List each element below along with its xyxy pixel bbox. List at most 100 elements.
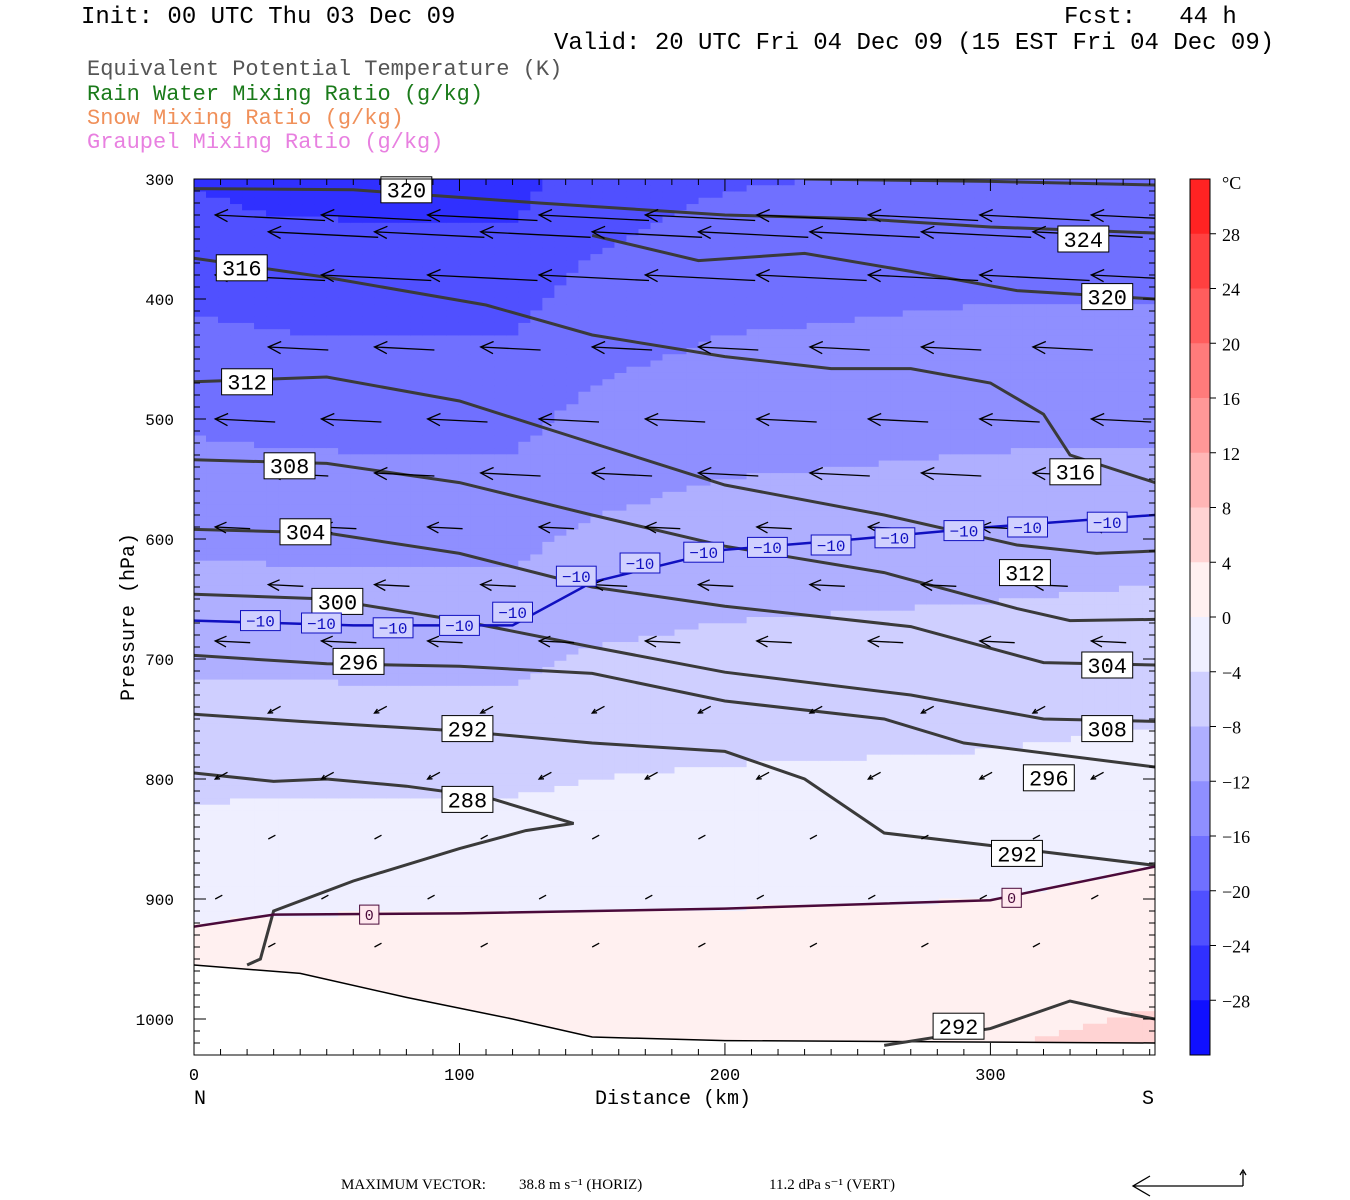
temperature-cell (554, 904, 567, 912)
temperature-cell (530, 510, 543, 518)
temperature-cell (506, 929, 519, 937)
temperature-cell (506, 372, 519, 380)
temperature-cell (230, 204, 243, 211)
temperature-cell (614, 541, 628, 549)
temperature-cell (578, 735, 592, 743)
temperature-cell (278, 804, 291, 812)
temperature-cell (518, 191, 531, 199)
temperature-cell (266, 642, 279, 649)
temperature-cell (194, 892, 207, 900)
temperature-cell (542, 792, 555, 800)
temperature-cell (482, 391, 495, 399)
temperature-cell (578, 498, 592, 505)
temperature-cell (434, 892, 447, 900)
temperature-cell (326, 179, 339, 186)
temperature-cell (518, 936, 531, 943)
temperature-cell (602, 729, 616, 737)
temperature-cell (194, 635, 207, 643)
temperature-cell (458, 936, 471, 943)
temperature-cell (554, 235, 567, 243)
temperature-cell (518, 685, 531, 693)
temperature-cell (590, 322, 604, 330)
temperature-cell (518, 660, 531, 668)
temperature-cell (530, 222, 543, 230)
temperature-cell (578, 917, 592, 925)
temperature-cell (518, 510, 531, 518)
temperature-cell (278, 235, 291, 243)
temperature-cell (398, 454, 411, 462)
temperature-cell (386, 710, 399, 718)
temperature-cell (374, 642, 387, 649)
temperature-cell (194, 191, 207, 199)
temperature-cell (362, 948, 375, 956)
temperature-cell (494, 654, 507, 662)
temperature-cell (278, 948, 291, 956)
temperature-cell (302, 667, 315, 674)
temperature-cell (398, 254, 411, 261)
temperature-cell (566, 466, 579, 474)
temperature-cell (446, 879, 459, 887)
temperature-cell (614, 673, 628, 681)
temperature-cell (254, 448, 267, 455)
temperature-cell (578, 660, 592, 668)
temperature-cell (566, 710, 579, 718)
temperature-cell (506, 460, 519, 468)
temperature-cell (326, 254, 339, 261)
temperature-cell (362, 742, 375, 749)
temperature-cell (350, 285, 363, 293)
temperature-cell (266, 398, 279, 405)
temperature-cell (530, 598, 543, 606)
temperature-cell (590, 485, 604, 493)
temperature-cell (338, 629, 351, 637)
temperature-cell (494, 316, 507, 324)
temperature-cell (242, 222, 255, 230)
temperature-cell (518, 360, 531, 368)
temperature-cell (566, 735, 579, 743)
temperature-cell (362, 372, 375, 380)
temperature-cell (410, 760, 423, 768)
temperature-cell (362, 291, 375, 299)
temperature-cell (422, 366, 435, 374)
temperature-cell (362, 804, 375, 812)
temperature-cell (254, 961, 267, 968)
temperature-cell (554, 873, 567, 881)
temperature-cell (482, 416, 495, 424)
temperature-cell (482, 322, 495, 330)
temperature-cell (542, 372, 555, 380)
temperature-cell (206, 235, 219, 243)
temperature-cell (482, 967, 495, 975)
temperature-cell (446, 385, 459, 393)
temperature-cell (542, 717, 555, 724)
temperature-cell (398, 341, 411, 349)
temperature-cell (410, 773, 423, 781)
temperature-cell (350, 961, 363, 968)
temperature-cell (530, 929, 543, 937)
temperature-cell (230, 942, 243, 950)
temperature-cell (566, 435, 579, 443)
temperature-cell (314, 698, 327, 706)
temperature-cell (206, 904, 219, 912)
temperature-cell (494, 904, 507, 912)
temperature-cell (542, 742, 555, 749)
temperature-cell (230, 197, 243, 205)
temperature-cell (446, 210, 459, 218)
temperature-cell (422, 423, 435, 430)
temperature-cell (590, 742, 604, 749)
temperature-cell (374, 266, 387, 274)
temperature-cell (470, 341, 483, 349)
temperature-cell (290, 479, 303, 487)
temperature-cell (374, 254, 387, 261)
temperature-cell (494, 842, 507, 850)
temperature-cell (602, 341, 616, 349)
temperature-cell (422, 372, 435, 380)
temperature-cell (614, 210, 628, 218)
temperature-cell (206, 867, 219, 875)
temperature-cell (374, 979, 387, 987)
temperature-cell (554, 967, 567, 975)
temperature-cell (434, 335, 447, 343)
temperature-cell (338, 429, 351, 437)
temperature-cell (362, 516, 375, 524)
temperature-cell (290, 635, 303, 643)
temperature-cell (578, 179, 592, 186)
temperature-cell (422, 792, 435, 800)
